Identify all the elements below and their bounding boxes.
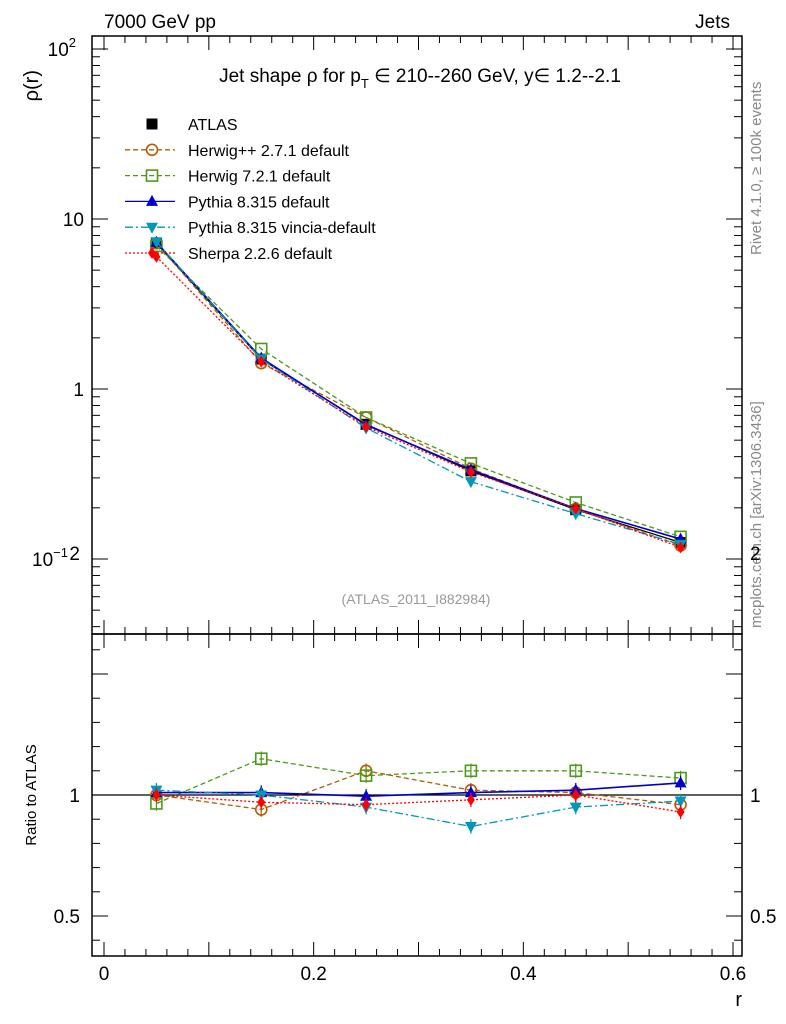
ratio-series-herwig7 <box>150 751 687 811</box>
legend-entry-pythia: Pythia 8.315 default <box>125 194 330 211</box>
series-herwigpp <box>150 236 687 552</box>
series-vincia <box>150 237 687 551</box>
line-sherpa <box>155 256 681 549</box>
series-pythia <box>150 235 687 544</box>
x-tick-label: 0.4 <box>510 964 537 985</box>
ratio-line-herwigpp <box>156 770 681 811</box>
x-tick-label: 0.2 <box>300 964 326 985</box>
point-sherpa <box>571 502 580 515</box>
legend-entry-herwigpp: Herwig++ 2.7.1 default <box>125 143 350 160</box>
analysis-watermark: (ATLAS_2011_I882984) <box>342 591 491 607</box>
legend: ATLAS Herwig++ 2.7.1 default Herwig 7.2.1 … <box>125 117 376 263</box>
point-sherpa <box>676 541 685 554</box>
ratio-point-herwig7 <box>569 764 583 778</box>
point-sherpa <box>362 420 371 433</box>
header-category: Jets <box>695 12 730 33</box>
ratio-point-sherpa <box>152 789 161 801</box>
series-herwig7 <box>150 239 687 544</box>
legend-marker-atlas <box>146 118 158 130</box>
main-y-tick-label: 10−1 <box>32 545 68 571</box>
legend-entry-herwig7: Herwig 7.2.1 default <box>125 169 331 186</box>
legend-marker-pythia <box>146 194 158 206</box>
rivet-label: Rivet 4.1.0, ≥ 100k events <box>748 82 765 255</box>
ratio-y-tick-label: 2 <box>69 544 80 565</box>
ratio-series-sherpa <box>152 787 685 820</box>
x-axis-label: r <box>735 989 742 1011</box>
ratio-y-axis-label: Ratio to ATLAS <box>23 744 40 845</box>
legend-entry-atlas: ATLAS <box>146 117 238 134</box>
ratio-series-pythia <box>150 775 687 804</box>
line-vincia <box>155 241 681 545</box>
point-vincia <box>150 237 163 249</box>
ratio-point-sherpa <box>257 796 266 809</box>
point-sherpa <box>257 355 266 368</box>
main-y-tick-label: 1 <box>73 380 84 401</box>
x-tick-label: 0 <box>99 964 110 985</box>
line-pythia <box>155 241 681 540</box>
ratio-point-sherpa <box>571 789 580 801</box>
legend-label-pythia: Pythia 8.315 default <box>188 194 330 211</box>
legend-label-herwig7: Herwig 7.2.1 default <box>188 169 331 186</box>
legend-marker-vincia <box>146 222 158 234</box>
series-sherpa <box>152 250 685 554</box>
legend-label-vincia: Pythia 8.315 vincia-default <box>188 220 376 237</box>
ratio-y-tick-label-right: 1 <box>750 786 761 807</box>
ratio-point-herwig7 <box>359 769 373 782</box>
line-atlas <box>155 242 681 544</box>
mcplots-label: mcplots.cern.ch [arXiv:1306.3436] <box>748 401 765 628</box>
ratio-point-sherpa <box>466 793 475 806</box>
line-herwigpp <box>155 242 681 547</box>
ratio-point-vincia <box>464 821 477 833</box>
ratio-line-sherpa <box>156 794 681 813</box>
point-vincia <box>464 477 477 489</box>
legend-label-atlas: ATLAS <box>188 117 238 134</box>
point-sherpa <box>466 465 475 478</box>
ratio-point-herwig7 <box>254 752 268 766</box>
ratio-point-sherpa <box>676 805 685 818</box>
header-energy: 7000 GeV pp <box>104 12 216 33</box>
ratio-y-tick-label: 0.5 <box>54 907 80 928</box>
line-herwig7 <box>155 245 681 538</box>
main-axis-ticks: 10−1 1 10 102 <box>32 35 742 634</box>
series-atlas <box>150 237 687 549</box>
ratio-y-tick-label: 1 <box>69 786 80 807</box>
ratio-point-pythia <box>674 776 687 788</box>
ratio-point-herwig7 <box>464 764 478 778</box>
chart-title: Jet shape ρ for pT ∈ 210--260 GeV, y∈ 1.… <box>219 66 621 91</box>
ratio-point-vincia <box>569 802 582 814</box>
legend-marker-herwig7 <box>145 169 159 182</box>
point-vincia <box>569 509 582 521</box>
legend-marker-sherpa <box>148 247 156 259</box>
ratio-y-tick-label-right: 2 <box>750 544 761 565</box>
x-tick-label: 0.6 <box>720 964 746 985</box>
ratio-line-herwig7 <box>156 758 681 805</box>
legend-label-herwigpp: Herwig++ 2.7.1 default <box>188 143 350 160</box>
ratio-point-sherpa <box>362 798 371 811</box>
ratio-line-vincia <box>156 789 681 828</box>
main-y-tick-label: 10 <box>63 210 84 231</box>
ratio-point-pythia <box>464 786 477 798</box>
ratio-point-pythia <box>360 789 373 801</box>
ratio-point-vincia <box>674 796 687 808</box>
legend-label-sherpa: Sherpa 2.2.6 default <box>188 246 333 263</box>
main-y-axis-label: ρ(r) <box>21 70 43 101</box>
legend-entry-sherpa: Sherpa 2.2.6 default <box>125 246 333 263</box>
main-y-tick-label: 102 <box>48 35 76 61</box>
main-series-layer <box>150 235 687 554</box>
ratio-series-vincia <box>150 782 687 834</box>
ratio-line-pythia <box>156 782 681 798</box>
ratio-axis-ticks: 0 0.2 0.4 0.6 0.5 0.5 1 1 2 2 <box>54 544 777 985</box>
legend-marker-herwigpp <box>145 143 159 157</box>
legend-entry-vincia: Pythia 8.315 vincia-default <box>125 220 376 237</box>
ratio-y-tick-label-right: 0.5 <box>750 907 776 928</box>
ratio-series-layer <box>150 751 687 834</box>
